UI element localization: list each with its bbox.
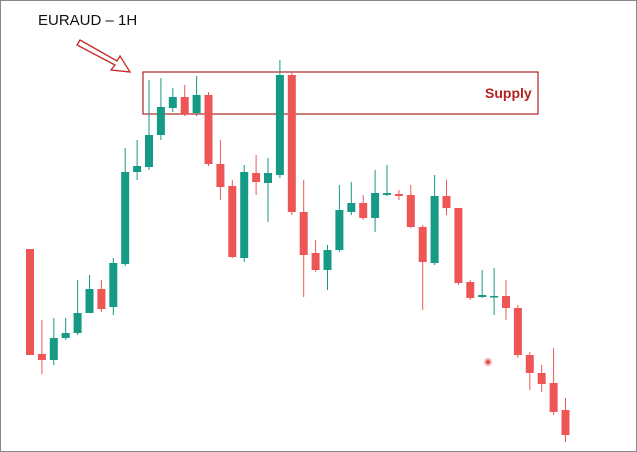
candle-body <box>549 383 558 412</box>
arrow <box>76 39 132 73</box>
candle-body <box>287 75 296 212</box>
candle-body <box>73 313 82 333</box>
candle-body <box>490 296 499 298</box>
candle-body <box>168 97 177 108</box>
candle-body <box>85 289 94 313</box>
candle-body <box>478 295 487 297</box>
candle-body <box>61 333 70 338</box>
candle-body <box>537 373 546 384</box>
candle-body <box>180 97 189 114</box>
candle-body <box>97 289 106 309</box>
candle-body <box>121 172 130 264</box>
candle-body <box>49 338 58 360</box>
candle-body <box>156 107 165 135</box>
candle-body <box>228 186 237 257</box>
candle-body <box>442 196 451 208</box>
candle-body <box>275 75 284 175</box>
candle-body <box>323 250 332 270</box>
candle-body <box>264 173 272 183</box>
candle-body <box>525 355 534 373</box>
candle-body <box>418 227 427 262</box>
candle-body <box>347 203 356 212</box>
candle-body <box>430 196 439 263</box>
candle-body <box>145 135 153 167</box>
candle-body <box>502 296 510 308</box>
candle-body <box>561 410 570 435</box>
candle-body <box>454 208 463 283</box>
candle-body <box>359 203 368 218</box>
candle-body <box>466 282 475 298</box>
chart-title: EURAUD – 1H <box>38 12 137 29</box>
candle-body <box>37 354 46 360</box>
candle-body <box>192 95 201 113</box>
candle-body <box>204 95 213 164</box>
candle-body <box>26 249 34 355</box>
candle-body <box>240 172 249 258</box>
candle-body <box>394 194 403 196</box>
candle-body <box>311 253 320 270</box>
candle-body <box>299 212 308 255</box>
zone-label: Supply <box>485 85 532 101</box>
candle-body <box>252 173 261 182</box>
candle-body <box>335 210 344 250</box>
candle-body <box>216 164 225 187</box>
candle-body <box>133 166 142 172</box>
candle-body <box>109 263 118 307</box>
supply-zone <box>142 71 539 115</box>
candle-body <box>513 308 522 355</box>
candle-body <box>371 193 380 218</box>
cursor-dot-center <box>486 360 490 364</box>
candle-body <box>406 195 415 227</box>
candle-body <box>383 193 391 195</box>
